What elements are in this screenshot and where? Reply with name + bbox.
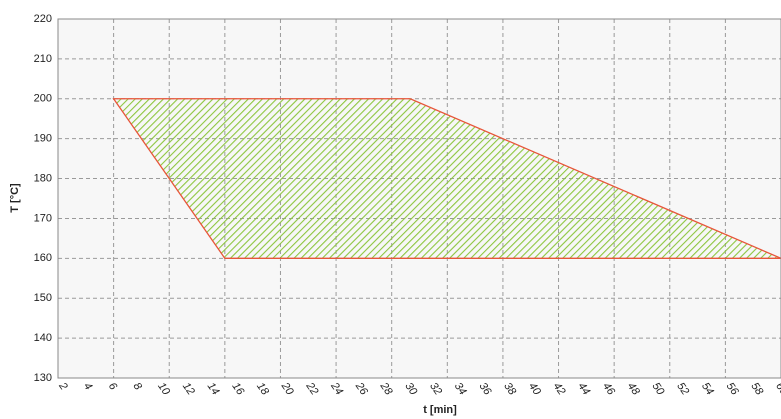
x-tick-label: 24 [328,380,345,398]
x-tick-label: 50 [650,381,667,399]
x-tick-label: 48 [625,381,642,399]
y-tick-label: 160 [34,252,52,264]
x-tick-label: 32 [427,381,444,398]
x-tick-label: 6 [106,381,120,394]
x-tick-label: 44 [575,381,592,398]
x-tick-label: 46 [600,381,617,399]
x-tick-label: 4 [81,381,94,393]
x-tick-label: 30 [402,381,419,399]
x-tick-label: 26 [352,380,370,398]
x-tick-label: 2 [56,380,70,393]
x-tick-label: 42 [551,381,568,398]
y-tick-label: 180 [34,172,52,184]
x-tick-label: 28 [377,380,395,398]
x-tick-label: 8 [130,381,144,394]
x-tick-label: 16 [229,381,246,399]
x-tick-label: 18 [254,381,271,399]
x-tick-label: 20 [278,380,296,398]
x-tick-label: 10 [155,381,172,399]
area [112,98,781,259]
x-tick-label: 52 [674,381,691,398]
y-axis-title: T [°C] [9,183,21,213]
y-tick-label: 220 [34,13,52,25]
y-tick-label: 140 [34,332,52,344]
y-tick-label: 190 [34,133,52,145]
x-tick-label: 14 [205,381,222,398]
x-tick-label: 60 [773,381,781,399]
x-tick-label: 56 [724,381,741,399]
x-tick-label: 12 [180,381,197,398]
x-tick-label: 58 [748,381,765,399]
y-tick-label: 150 [34,292,52,304]
x-tick-label: 34 [452,381,469,398]
x-tick-label: 54 [699,381,716,398]
x-tick-label: 40 [526,381,543,399]
y-tick-label: 130 [34,372,52,384]
y-tick-label: 170 [34,212,52,224]
x-tick-label: 22 [303,380,320,398]
x-axis-title: t [min] [423,404,457,416]
x-tick-label: 38 [501,381,518,399]
y-tick-label: 200 [34,93,52,105]
y-tick-label: 210 [34,53,52,65]
plot-border [57,18,781,379]
x-tick-label: 36 [477,381,494,399]
